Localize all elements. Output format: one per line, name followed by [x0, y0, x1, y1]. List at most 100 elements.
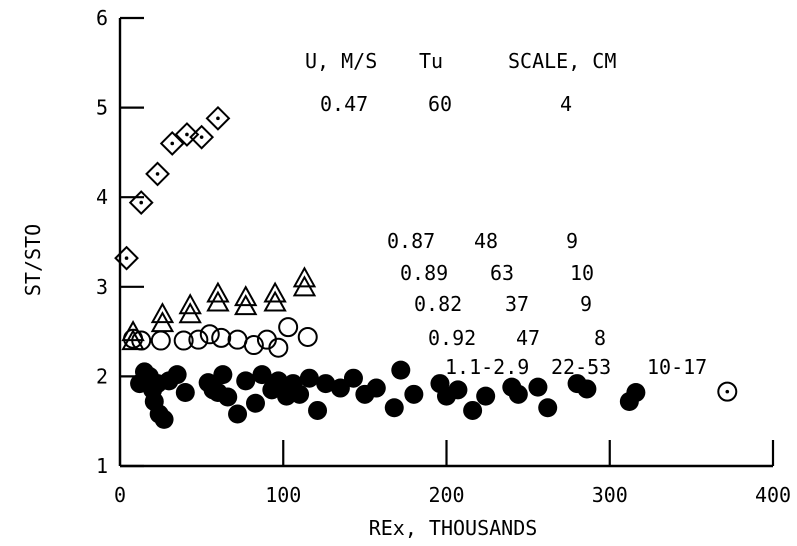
data-point-filled-circle — [384, 398, 404, 418]
y-tick-label: 1 — [96, 454, 108, 478]
axes — [118, 16, 775, 468]
triangle-marker — [292, 266, 317, 288]
data-point-open-circle — [278, 317, 299, 338]
marker-dot — [725, 389, 730, 394]
data-point-triangle — [263, 281, 287, 312]
data-point-diamond — [159, 131, 185, 156]
legend-u-value: 0.87 — [387, 229, 435, 253]
y-tick-label: 5 — [96, 96, 108, 120]
data-point-filled-circle — [154, 409, 174, 429]
legend-tu-value: 22-53 — [551, 355, 611, 379]
data-point-filled-circle — [391, 360, 411, 380]
triangle-marker — [206, 281, 230, 303]
data-point-diamond — [174, 122, 200, 147]
data-point-open-circle — [297, 326, 318, 347]
data-point-filled-circle — [463, 400, 483, 420]
marker-dot — [216, 116, 220, 121]
legend-tu-value: 37 — [505, 292, 529, 316]
x-tick-label: 200 — [428, 483, 464, 507]
tick-labels: 0 100 200 300 400 1 2 3 4 5 6 — [96, 6, 791, 507]
data-point-filled-circle — [366, 378, 386, 398]
legend-u-value: 0.92 — [428, 326, 476, 350]
data-point-filled-circle — [228, 404, 248, 424]
data-point-dotted-circle — [717, 381, 738, 402]
y-tick-label: 3 — [96, 275, 108, 299]
marker-dot — [199, 135, 204, 139]
legend-header-u: U, M/S — [305, 49, 377, 73]
legend-tu-value: 48 — [474, 229, 498, 253]
triangle-marker — [150, 302, 175, 324]
legend-tu-value: 47 — [516, 326, 540, 350]
data-point-filled-circle — [448, 380, 468, 400]
data-point-filled-circle — [538, 398, 558, 418]
data-point-open-circle — [211, 327, 232, 348]
data-point-open-circle — [188, 329, 209, 350]
diamond-marker — [114, 245, 139, 271]
data-point-filled-circle — [508, 384, 528, 404]
triangle-marker — [292, 275, 317, 297]
marker-dot — [155, 172, 160, 176]
marker-dot — [139, 200, 144, 205]
data-point-filled-circle — [404, 384, 424, 404]
marker-dot — [124, 256, 129, 260]
legend-scale-value: 10 — [570, 261, 594, 285]
x-tick-label: 100 — [265, 483, 301, 507]
legend-scale-value: 9 — [580, 292, 592, 316]
diamond-marker — [189, 124, 215, 150]
diamond-marker — [159, 131, 185, 156]
data-point-filled-circle — [175, 383, 195, 403]
diamond-marker — [174, 122, 200, 147]
triangle-marker — [121, 329, 145, 351]
marker-dot — [185, 132, 189, 137]
y-tick-label: 6 — [96, 6, 108, 30]
legend-table: U, M/S Tu SCALE, CM 0.47 60 4 0.87 48 9 0.89 63 10 0… — [305, 49, 707, 379]
data-point-filled-circle — [316, 374, 336, 394]
data-point-filled-circle — [167, 365, 187, 385]
data-point-open-circle — [173, 330, 194, 351]
legend-header-scale: SCALE, CM — [508, 49, 616, 73]
x-tick-label: 0 — [114, 483, 126, 507]
data-point-filled-circle — [343, 368, 363, 388]
legend-tu-value: 60 — [428, 92, 452, 116]
legend-scale-value: 4 — [560, 92, 572, 116]
data-point-filled-circle — [218, 387, 238, 407]
data-point-filled-circle — [268, 371, 288, 391]
data-point-filled-circle — [626, 383, 646, 403]
data-point-diamond — [145, 161, 170, 187]
x-axis-label: REx, THOUSANDS — [369, 516, 538, 540]
circle-marker — [717, 381, 738, 402]
data-point-filled-circle — [299, 368, 319, 388]
data-point-filled-circle — [308, 400, 328, 420]
data-point-diamond — [189, 124, 215, 150]
data-point-triangle — [178, 293, 202, 324]
legend-scale-value: 9 — [566, 229, 578, 253]
data-point-open-circle — [131, 330, 152, 351]
y-tick-label: 2 — [96, 364, 108, 388]
y-tick-label: 4 — [96, 185, 108, 209]
data-point-filled-circle — [330, 378, 350, 398]
legend-tu-value: 63 — [490, 261, 514, 285]
diamond-marker — [145, 161, 170, 187]
data-point-filled-circle — [252, 365, 272, 385]
triangle-marker — [263, 290, 287, 312]
legend-u-value: 1.1-2.9 — [445, 355, 529, 379]
diamond-marker — [128, 190, 154, 215]
data-point-open-circle — [123, 328, 144, 349]
data-point-filled-circle — [528, 377, 548, 397]
legend-scale-value: 10-17 — [647, 355, 707, 379]
data-point-diamond — [205, 105, 231, 131]
legend-scale-value: 8 — [594, 326, 606, 350]
data-point-filled-circle — [213, 365, 233, 385]
data-point-triangle — [234, 285, 258, 316]
data-point-filled-circle — [245, 393, 265, 413]
diamond-marker — [205, 105, 231, 131]
legend-u-value: 0.47 — [320, 92, 368, 116]
data-point-open-circle — [150, 330, 171, 351]
data-point-open-circle — [243, 335, 264, 356]
data-point-filled-circle — [236, 371, 256, 391]
legend-u-value: 0.89 — [400, 261, 448, 285]
triangle-marker — [263, 281, 287, 303]
legend-u-value: 0.82 — [414, 292, 462, 316]
data-point-triangle — [150, 302, 175, 333]
